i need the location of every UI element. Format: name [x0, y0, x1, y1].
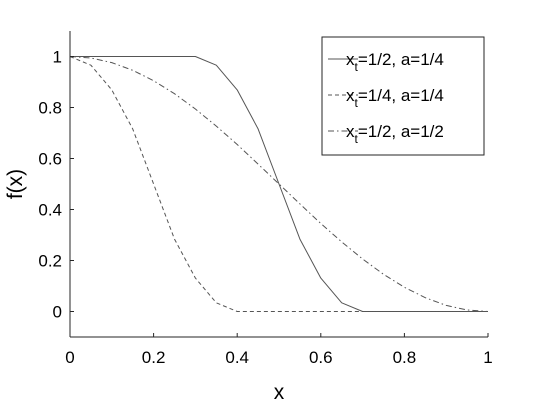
series-layer	[69, 56, 489, 312]
y-axis-label: f(x)	[4, 169, 27, 199]
y-tick-label: 0.8	[38, 99, 62, 118]
legend-box	[321, 36, 485, 156]
legend-label-3: xt=1/2, a=1/2	[346, 122, 444, 146]
y-tick-label: 0.2	[38, 252, 62, 271]
legend-label-2: xt=1/4, a=1/4	[346, 86, 444, 110]
y-tick-label: 0	[53, 303, 62, 322]
x-tick-label: 0.6	[309, 348, 333, 367]
x-tick-label: 0	[65, 348, 74, 367]
x-axis-label: x	[274, 381, 285, 404]
x-tick-label: 0.2	[142, 348, 166, 367]
y-tick-label: 1	[53, 48, 62, 67]
series-line-3	[69, 56, 489, 312]
x-tick-label: 0.8	[393, 348, 417, 367]
x-tick-label: 0.4	[225, 348, 249, 367]
x-tick-label: 1	[483, 348, 492, 367]
legend: xt=1/2, a=1/4 xt=1/4, a=1/4 xt=1/2, a=1/2	[321, 36, 485, 156]
ticks-layer: 0 0.2 0.4 0.6 0.8 1 0 0.2 0.4 0.6 0.8 1	[38, 48, 492, 368]
series-line-2	[69, 56, 488, 312]
axes-layer	[69, 31, 488, 338]
y-tick-label: 0.6	[38, 150, 62, 169]
y-tick-label: 0.4	[38, 201, 62, 220]
legend-label-1: xt=1/2, a=1/4	[346, 50, 444, 74]
